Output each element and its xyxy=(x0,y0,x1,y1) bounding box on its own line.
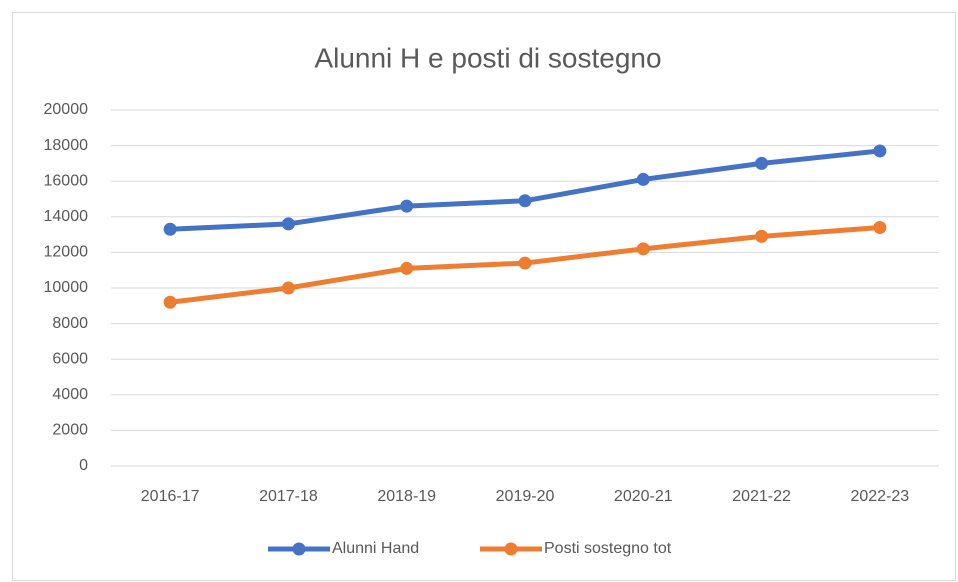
legend-label: Posti sostegno tot xyxy=(544,540,672,557)
point-marker xyxy=(400,261,414,275)
x-tick-label: 2017-18 xyxy=(259,488,318,505)
y-tick-label: 16000 xyxy=(44,172,89,189)
point-marker xyxy=(281,281,295,295)
y-tick-label: 4000 xyxy=(52,386,88,403)
point-marker xyxy=(636,242,650,256)
point-marker xyxy=(518,256,532,270)
y-tick-label: 10000 xyxy=(44,279,89,296)
x-tick-label: 2016-17 xyxy=(141,488,200,505)
point-marker xyxy=(281,217,295,231)
point-marker xyxy=(755,156,769,170)
y-tick-label: 14000 xyxy=(44,208,89,225)
point-marker xyxy=(163,222,177,236)
point-marker xyxy=(755,229,769,243)
chart-title: Alunni H e posti di sostegno xyxy=(314,42,661,73)
x-tick-label: 2020-21 xyxy=(614,488,673,505)
point-marker xyxy=(873,144,887,158)
x-tick-label: 2022-23 xyxy=(850,488,909,505)
point-marker xyxy=(518,194,532,208)
point-marker xyxy=(163,295,177,309)
legend-marker xyxy=(292,542,306,556)
point-marker xyxy=(400,199,414,213)
y-tick-label: 12000 xyxy=(44,244,89,261)
x-tick-label: 2019-20 xyxy=(496,488,555,505)
y-tick-label: 20000 xyxy=(44,101,89,118)
legend-marker xyxy=(504,542,518,556)
legend-label: Alunni Hand xyxy=(332,540,419,557)
y-tick-label: 8000 xyxy=(52,315,88,332)
y-tick-label: 6000 xyxy=(52,350,88,367)
y-tick-label: 2000 xyxy=(52,422,88,439)
x-tick-label: 2021-22 xyxy=(732,488,791,505)
y-tick-label: 0 xyxy=(79,457,88,474)
y-tick-label: 18000 xyxy=(44,137,89,154)
x-tick-label: 2018-19 xyxy=(377,488,436,505)
point-marker xyxy=(636,172,650,186)
point-marker xyxy=(873,220,887,234)
